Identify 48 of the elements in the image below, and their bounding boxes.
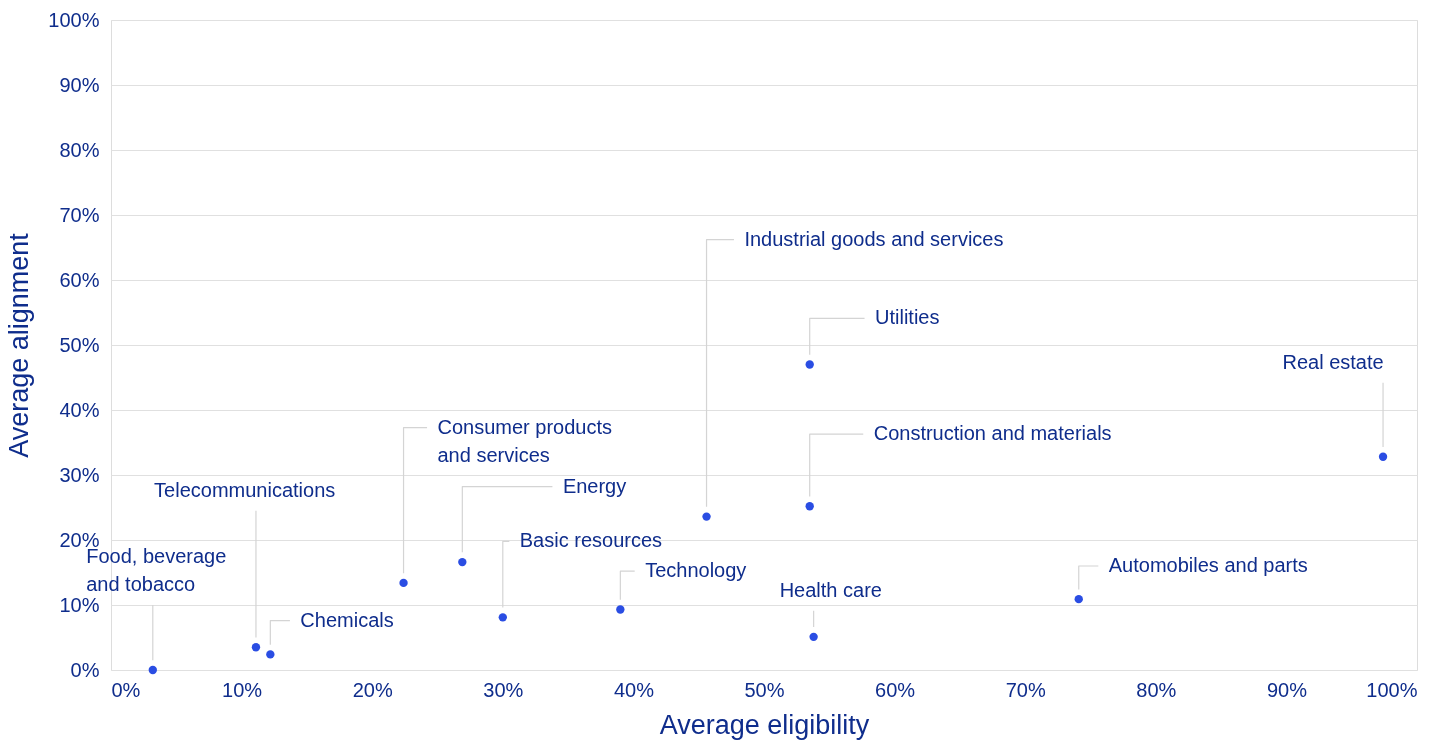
x-tick-label: 10%	[222, 678, 263, 701]
text: Industrial goods and services	[744, 227, 1004, 250]
point	[148, 665, 157, 675]
point	[1074, 594, 1083, 604]
x-axis-title: Average eligibility	[659, 709, 870, 740]
y-tick-label: 40%	[59, 398, 100, 421]
x-tick-label: 50%	[744, 678, 785, 701]
series-label: Automobiles and parts	[1108, 554, 1308, 576]
text: Construction and materials	[873, 422, 1112, 445]
point	[805, 360, 814, 369]
text: Energy	[562, 474, 627, 497]
x-tick-label: 70%	[1005, 678, 1046, 701]
y-tick-label: 90%	[59, 73, 100, 96]
x-tick-label: 0%	[111, 678, 141, 701]
x-tick-label: 40%	[613, 678, 655, 701]
point	[1378, 452, 1388, 461]
x-tick-label: 30%	[483, 678, 524, 701]
x-tick-label: 100%	[1366, 678, 1418, 701]
point	[458, 557, 467, 567]
y-tick-label: 10%	[59, 593, 100, 616]
point	[805, 502, 814, 511]
text: Telecommunications	[154, 479, 336, 502]
y-tick-label: 50%	[59, 333, 100, 356]
y-tick-label: 60%	[59, 268, 100, 291]
point	[616, 605, 625, 614]
series-label: Technology	[645, 559, 747, 582]
x-tick-label: 20%	[352, 678, 393, 701]
text: Utilities	[875, 306, 940, 329]
x-tick-label: 60%	[875, 678, 916, 701]
point	[399, 578, 408, 588]
point	[702, 512, 711, 521]
y-tick-label: 70%	[59, 203, 100, 226]
x-tick-label: 80%	[1136, 678, 1177, 701]
text: Basic resources	[519, 529, 663, 552]
y-tick-label: 30%	[59, 463, 100, 486]
point	[251, 643, 261, 652]
y-tick-label: 0%	[70, 658, 100, 681]
text: Health care	[779, 579, 882, 602]
point	[498, 613, 507, 622]
x-tick-label: 90%	[1266, 678, 1308, 701]
point	[266, 650, 275, 659]
y-axis-title: Average alignment	[4, 232, 35, 458]
text: Real estate	[1282, 351, 1384, 374]
y-tick-label: 100%	[48, 8, 100, 31]
point	[809, 632, 818, 642]
text: Consumer products and services	[437, 415, 613, 466]
y-tick-label: 80%	[59, 138, 100, 161]
series-label: Chemicals	[300, 608, 394, 631]
